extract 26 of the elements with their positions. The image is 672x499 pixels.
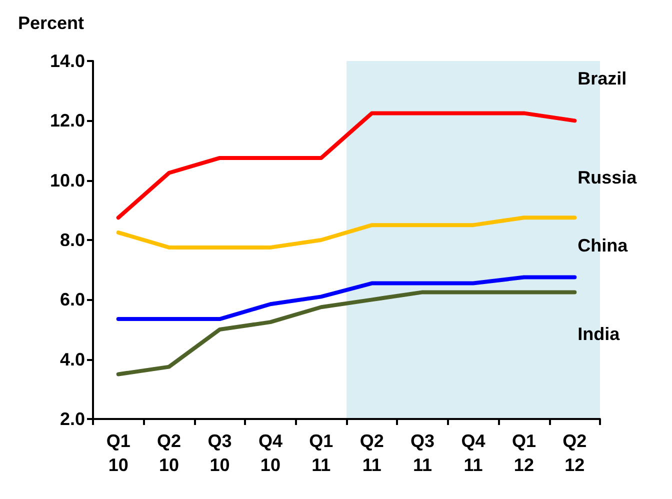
x-tick-label: Q3 10 — [208, 431, 232, 475]
y-tick-label: 12.0 — [50, 110, 85, 131]
x-tick-label: Q3 11 — [410, 431, 435, 475]
x-tick-label: Q2 12 — [562, 431, 587, 475]
line-series — [116, 290, 577, 376]
line-series — [116, 216, 577, 250]
x-tick-label: Q2 11 — [360, 431, 384, 475]
y-tick-label: 6.0 — [60, 290, 85, 310]
series-label: Brazil — [578, 68, 627, 89]
line-series — [116, 275, 577, 322]
y-tick-label: 2.0 — [60, 409, 85, 429]
y-tick-label: 14.0 — [50, 51, 85, 71]
line-series — [116, 111, 577, 220]
x-tick-label: Q1 12 — [512, 431, 536, 475]
x-tick-label: Q1 10 — [106, 431, 130, 475]
x-tick-label: Q4 11 — [461, 431, 486, 475]
series-label: Russia — [578, 168, 638, 188]
x-tick-label: Q1 11 — [309, 431, 334, 475]
y-axis-title: Percent — [18, 13, 84, 33]
y-tick-label: 4.0 — [60, 349, 85, 370]
series-label: China — [578, 235, 629, 256]
x-tick-label: Q2 10 — [157, 431, 182, 475]
y-tick-label: 8.0 — [60, 230, 85, 250]
x-tick-label: Q4 10 — [258, 431, 282, 475]
y-tick-label: 10.0 — [50, 170, 85, 190]
series-label: India — [578, 324, 621, 344]
